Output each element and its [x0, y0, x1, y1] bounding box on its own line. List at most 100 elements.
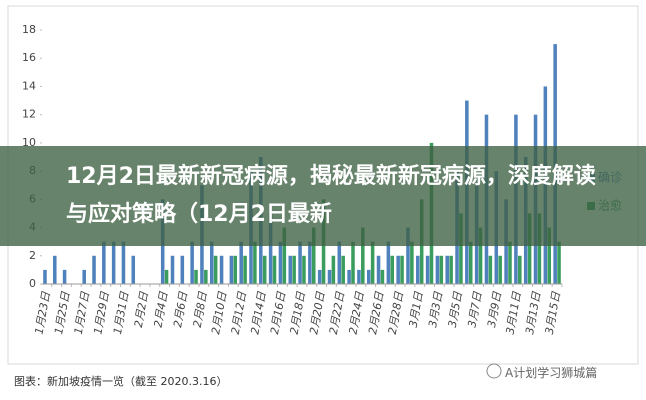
- bar: [425, 255, 430, 284]
- bar: [268, 213, 273, 284]
- bar: [366, 269, 371, 284]
- bar: [111, 241, 116, 284]
- bar: [337, 241, 342, 284]
- bar: [537, 213, 542, 284]
- bar: [272, 255, 277, 284]
- bar: [102, 241, 106, 284]
- bar: [180, 255, 185, 284]
- x-tick-label: 2月24日: [347, 290, 367, 336]
- bar: [527, 213, 532, 284]
- bar: [298, 241, 302, 284]
- bar: [243, 255, 247, 284]
- bar: [439, 255, 444, 284]
- bar: [347, 269, 351, 284]
- bar: [459, 213, 463, 284]
- bar: [468, 241, 473, 284]
- bar: [400, 255, 404, 284]
- x-tick-label: 2月26日: [366, 290, 386, 336]
- bar: [396, 255, 400, 284]
- bar: [131, 255, 136, 284]
- bar: [410, 241, 414, 284]
- bar: [311, 227, 316, 284]
- bar: [121, 241, 126, 284]
- bar: [62, 269, 67, 284]
- bar: [357, 269, 361, 284]
- x-tick-label: 2月8日: [191, 290, 210, 329]
- x-tick-label: 2月12日: [229, 290, 249, 336]
- bar: [341, 255, 345, 284]
- bar: [498, 255, 502, 284]
- bar: [233, 255, 238, 284]
- caption: 图表：新加坡疫情一览（截至 2020.3.16）: [14, 375, 228, 388]
- bar: [278, 241, 283, 284]
- bar: [209, 241, 214, 284]
- x-tick-label: 2月4日: [151, 290, 170, 329]
- y-tick-label: 10: [22, 136, 36, 149]
- y-tick-label: 2: [29, 249, 36, 262]
- bar: [53, 255, 57, 284]
- bar: [449, 255, 453, 284]
- bar: [170, 255, 175, 284]
- bar: [229, 255, 234, 284]
- x-tick-label: 3月1日: [407, 290, 426, 329]
- x-tick-label: 3月7日: [465, 290, 484, 329]
- bar: [292, 255, 296, 284]
- bar: [376, 255, 381, 284]
- bar: [445, 255, 449, 284]
- bar: [282, 227, 287, 284]
- x-tick-label: 2月18日: [288, 290, 308, 336]
- x-tick-label: 2月22日: [327, 290, 347, 336]
- y-tick-label: 12: [22, 108, 36, 121]
- bar: [239, 241, 243, 284]
- bar: [253, 241, 257, 284]
- bar: [406, 227, 410, 284]
- bar: [43, 269, 47, 284]
- bar: [327, 269, 332, 284]
- x-tick-label: 1月25日: [52, 290, 72, 336]
- bar: [488, 255, 493, 284]
- bar: [351, 241, 355, 284]
- watermark-icon: [486, 363, 502, 379]
- x-tick-label: 3月3日: [426, 290, 445, 329]
- bar: [370, 241, 375, 284]
- bar: [518, 255, 522, 284]
- bar: [390, 255, 395, 284]
- bar: [190, 241, 194, 284]
- bar: [386, 241, 391, 284]
- x-tick-label: 1月29日: [91, 290, 111, 336]
- bar: [204, 269, 208, 284]
- x-tick-label: 2月14日: [248, 290, 268, 336]
- bar: [164, 269, 169, 284]
- bar: [508, 241, 512, 284]
- bar: [557, 241, 561, 284]
- bar: [380, 269, 385, 284]
- x-tick-label: 2月28日: [386, 290, 406, 336]
- y-tick-label: 16: [22, 51, 36, 64]
- banner: [0, 146, 646, 246]
- x-tick-label: 1月31日: [111, 290, 131, 336]
- x-tick-label: 3月15日: [543, 290, 563, 336]
- y-tick-label: 14: [22, 79, 36, 92]
- x-tick-label: 2月20日: [307, 290, 327, 336]
- x-tick-label: 2月16日: [268, 290, 288, 336]
- bar: [361, 227, 365, 284]
- overlay-title: 12月2日最新新冠病源，揭秘最新新冠病源，深度解读与应对策略（12月2日最新: [66, 164, 596, 227]
- x-tick-label: 3月9日: [485, 290, 504, 329]
- x-tick-label: 2月10日: [209, 290, 229, 336]
- bar: [478, 227, 483, 284]
- bar: [262, 255, 267, 284]
- bar: [416, 255, 420, 284]
- bar: [213, 255, 218, 284]
- bar: [194, 269, 198, 284]
- bar: [317, 269, 322, 284]
- bar: [82, 269, 86, 284]
- bar: [547, 227, 551, 284]
- bar: [435, 255, 440, 284]
- bar: [288, 255, 293, 284]
- x-tick-label: 3月5日: [446, 290, 465, 329]
- x-tick-label: 1月27日: [72, 290, 92, 336]
- bar: [308, 241, 312, 284]
- bar: [219, 255, 224, 284]
- x-tick-label: 1月23日: [33, 290, 53, 336]
